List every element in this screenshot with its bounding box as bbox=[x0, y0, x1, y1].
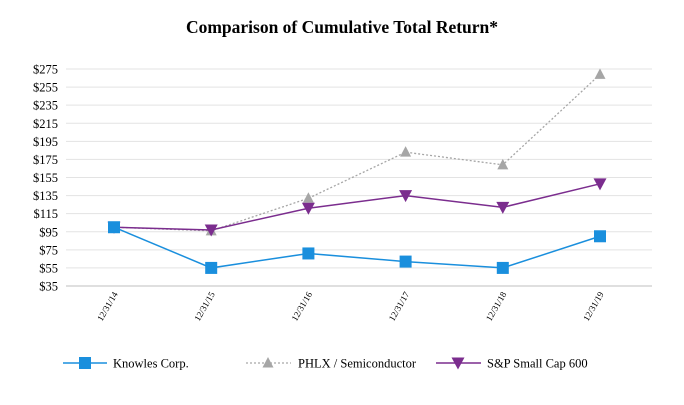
legend: Knowles Corp. PHLX / Semiconductor S&P Sma… bbox=[63, 357, 588, 371]
x-tick-label: 12/31/18 bbox=[484, 290, 509, 323]
legend-marker-1 bbox=[262, 357, 274, 368]
legend-marker-2 bbox=[451, 357, 465, 370]
y-tick-label: $95 bbox=[39, 225, 58, 239]
series-2-point-4 bbox=[496, 201, 510, 214]
y-tick-label: $115 bbox=[33, 207, 58, 221]
y-tick-label: $135 bbox=[33, 189, 58, 203]
legend-marker-0 bbox=[79, 357, 91, 369]
series-0-point-3 bbox=[399, 255, 412, 268]
y-tick-label: $35 bbox=[39, 280, 58, 294]
x-tick-label: 12/31/14 bbox=[95, 290, 120, 323]
y-tick-label: $75 bbox=[39, 243, 58, 257]
series-0-point-0 bbox=[108, 221, 120, 234]
legend-item-1: PHLX / Semiconductor bbox=[246, 357, 417, 371]
series-2-point-1 bbox=[204, 224, 218, 237]
y-axis-ticks: $35 $55 $75 $95 $115 $135 $155 $175 $195 $215 $235… bbox=[33, 63, 58, 294]
x-tick-label: 12/31/19 bbox=[581, 290, 606, 323]
series-0-point-2 bbox=[302, 247, 315, 260]
legend-label-1: PHLX / Semiconductor bbox=[298, 357, 417, 371]
series-2-point-5 bbox=[593, 178, 607, 191]
x-axis-ticks: 12/31/14 12/31/15 12/31/16 12/31/17 12/31/18… bbox=[95, 290, 606, 323]
legend-item-0: Knowles Corp. bbox=[63, 357, 189, 371]
series-1-point-3 bbox=[400, 146, 412, 157]
x-tick-label: 12/31/15 bbox=[192, 290, 217, 323]
x-tick-label: 12/31/17 bbox=[387, 290, 412, 323]
legend-label-2: S&P Small Cap 600 bbox=[487, 357, 588, 371]
y-tick-label: $255 bbox=[33, 81, 58, 95]
series-line-2 bbox=[113, 183, 601, 231]
series-0-point-5 bbox=[594, 230, 606, 243]
y-tick-label: $235 bbox=[33, 99, 58, 113]
series-2-point-3 bbox=[399, 190, 413, 203]
series-2-point-2 bbox=[301, 202, 315, 215]
series-2 bbox=[107, 178, 607, 237]
series-line-0 bbox=[113, 226, 601, 269]
series-0 bbox=[108, 221, 606, 274]
grid-layer bbox=[66, 68, 652, 287]
series-layer bbox=[107, 68, 607, 274]
y-tick-label: $55 bbox=[39, 261, 58, 275]
series-1 bbox=[108, 68, 606, 236]
y-tick-label: $275 bbox=[33, 63, 58, 77]
x-tick-label: 12/31/16 bbox=[289, 290, 314, 323]
chart-title: Comparison of Cumulative Total Return* bbox=[186, 17, 498, 37]
legend-item-2: S&P Small Cap 600 bbox=[436, 357, 588, 371]
series-1-point-4 bbox=[497, 158, 509, 170]
series-1-point-5 bbox=[594, 68, 606, 79]
series-0-point-1 bbox=[205, 261, 218, 274]
legend-label-0: Knowles Corp. bbox=[113, 357, 189, 371]
y-tick-label: $155 bbox=[33, 171, 58, 185]
series-line-1 bbox=[113, 73, 601, 232]
y-tick-label: $175 bbox=[33, 153, 58, 167]
y-tick-label: $215 bbox=[33, 117, 58, 131]
y-tick-label: $195 bbox=[33, 135, 58, 149]
series-0-point-4 bbox=[496, 261, 509, 274]
series-1-point-2 bbox=[302, 192, 314, 203]
